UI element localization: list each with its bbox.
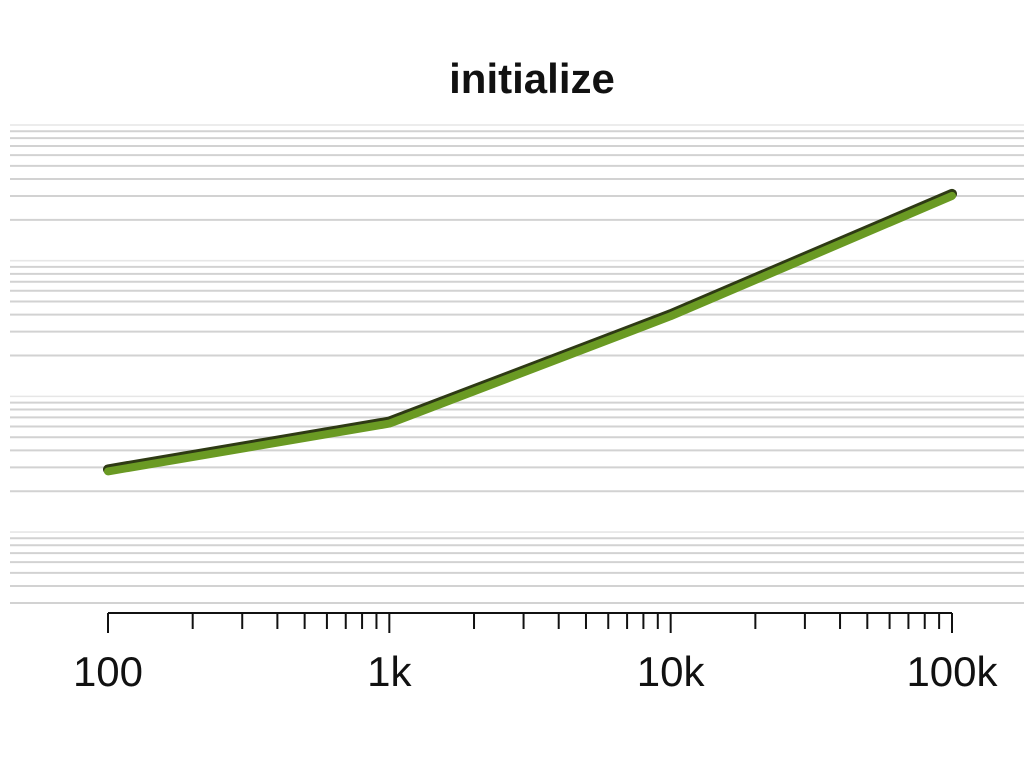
x-tick-label: 100	[73, 648, 143, 695]
x-tick-label: 1k	[367, 648, 412, 695]
data-point	[948, 192, 956, 200]
x-tick-label: 10k	[637, 648, 706, 695]
series-layer	[103, 188, 957, 476]
data-point	[667, 312, 675, 320]
series-line	[104, 191, 956, 476]
x-tick-label: 100k	[906, 648, 998, 695]
x-axis: 100 1k 10k 100k	[73, 612, 999, 695]
chart-title: initialize	[449, 55, 615, 102]
data-point	[104, 467, 112, 475]
data-point	[385, 420, 393, 428]
grid-lines	[10, 124, 1024, 604]
